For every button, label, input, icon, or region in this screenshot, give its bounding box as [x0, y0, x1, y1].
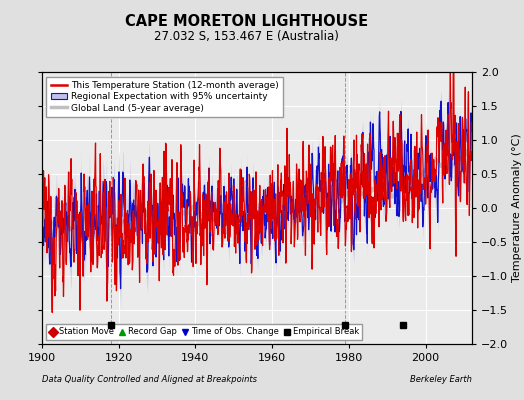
Text: Berkeley Earth: Berkeley Earth — [410, 375, 472, 384]
Text: CAPE MORETON LIGHTHOUSE: CAPE MORETON LIGHTHOUSE — [125, 14, 368, 29]
Y-axis label: Temperature Anomaly (°C): Temperature Anomaly (°C) — [512, 134, 522, 282]
Legend: Station Move, Record Gap, Time of Obs. Change, Empirical Break: Station Move, Record Gap, Time of Obs. C… — [46, 324, 363, 340]
Text: 27.032 S, 153.467 E (Australia): 27.032 S, 153.467 E (Australia) — [154, 30, 339, 43]
Text: Data Quality Controlled and Aligned at Breakpoints: Data Quality Controlled and Aligned at B… — [42, 375, 257, 384]
